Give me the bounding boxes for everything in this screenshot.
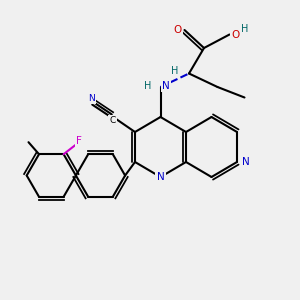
Text: N: N xyxy=(88,94,95,103)
Text: N: N xyxy=(242,157,249,167)
Text: H: H xyxy=(241,23,248,34)
Text: F: F xyxy=(76,136,82,146)
Text: H: H xyxy=(144,80,152,91)
Text: N: N xyxy=(162,80,170,91)
Text: O: O xyxy=(231,29,239,40)
Text: O: O xyxy=(173,25,181,35)
Text: H: H xyxy=(171,65,178,76)
Text: C: C xyxy=(110,116,116,125)
Text: N: N xyxy=(157,172,164,182)
